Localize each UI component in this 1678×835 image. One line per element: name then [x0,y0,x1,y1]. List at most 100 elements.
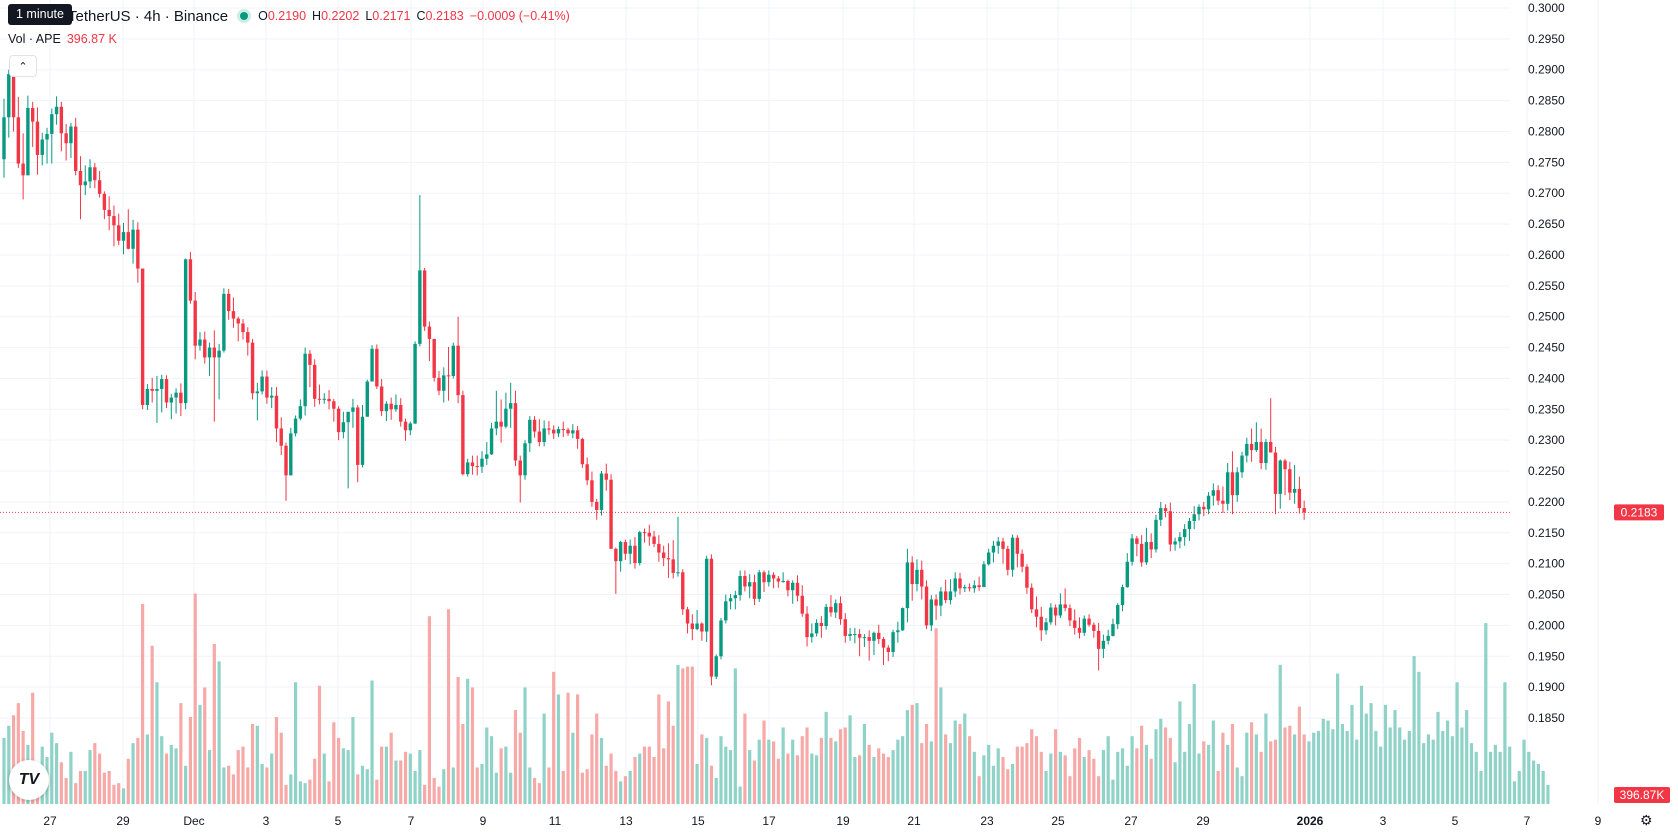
candle-body [150,388,154,391]
volume-bar [64,777,68,804]
volume-bar [461,724,465,804]
volume-bar [88,750,92,804]
candle-body [834,603,838,613]
candle-body [432,338,436,378]
volume-bar [552,671,556,804]
candle-body [284,445,288,476]
volume-bar [1163,727,1168,804]
volume-bar [121,788,126,804]
candle-body [881,638,886,648]
gear-icon[interactable]: ⚙ [1640,812,1653,828]
volume-bar [1374,730,1378,804]
volume-bar [1269,741,1273,804]
candle-body [958,578,962,589]
volume-bar [728,750,733,804]
candle-body [1006,548,1010,570]
volume-bar [1417,671,1421,804]
candle-body [45,133,49,140]
volume-legend-value: 396.87 K [66,32,117,46]
price-axis[interactable]: 0.3000 0.2950 0.2900 0.2850 0.2800 0.2750 0.27… [1528,1,1670,803]
volume-bar [1388,727,1392,804]
price-tick-label: 0.1950 [1528,649,1565,663]
volume-bar [1297,706,1301,804]
candle-body [638,532,642,564]
volume-legend[interactable]: Vol · APE 396.87 K [8,32,117,46]
candle-body [623,542,628,554]
volume-bar [1106,736,1110,804]
volume-bar [685,666,690,804]
candle-body [1278,460,1282,494]
tradingview-logo[interactable]: TV [9,760,49,800]
volume-bar [939,687,943,804]
volume-bar [102,772,106,804]
candle-body [1063,604,1067,609]
collapse-legend-button[interactable]: ⌃ [9,55,37,77]
candle-body [7,74,11,118]
candle-body [183,259,188,404]
volume-bar [1206,744,1211,804]
volume-bar [198,704,202,804]
candle-body [647,532,651,537]
volume-bar [824,711,828,804]
candle-body [155,388,159,391]
volume-bar [843,727,847,804]
symbol-title[interactable]: TetherUS · 4h · Binance [68,7,229,25]
price-tick-label: 0.2200 [1528,495,1565,509]
volume-bar [231,774,236,804]
volume-bar [1192,684,1196,804]
candle-body [203,339,207,358]
candle-body [795,582,800,596]
volume-bar [757,739,761,804]
candle-body [924,586,929,626]
volume-bar [1288,725,1292,804]
volume-bar [509,772,513,804]
candle-body [824,606,828,627]
volume-bar [733,668,737,804]
candle-body [121,232,126,241]
volume-bar [427,616,432,804]
time-tick-label: 29 [1196,814,1210,828]
volume-bar [1178,701,1182,804]
volume-bar [78,770,83,804]
volume-bar [566,692,570,804]
volume-bar [1532,760,1536,804]
volume-bar [131,743,135,804]
candle-body [322,398,326,400]
volume-bar [599,737,604,804]
volume-bar [604,765,608,804]
volume-bar [1087,750,1091,804]
volume-bar [480,764,484,804]
volume-bar [719,736,723,804]
volume-bar [1068,776,1072,804]
volume-bar [681,668,685,804]
candle-body [332,401,336,409]
candle-body [1077,627,1082,633]
candle-body [585,464,589,481]
candle-body [733,595,738,599]
volume-bar [250,724,255,804]
market-status-icon[interactable] [240,12,249,20]
volume-bar [1006,769,1010,804]
candle-body [900,608,905,631]
candle-body [814,622,819,634]
ohlc-high: H0.2202 [312,9,360,23]
candle-body [1206,495,1211,510]
volume-bar [1249,722,1254,804]
candle-body [236,318,240,324]
volume-bar [547,767,551,804]
candle-body [862,637,867,639]
volume-bar [556,694,561,804]
volume-bar [776,758,780,804]
volume-bar [724,746,728,804]
candle-body [1149,542,1153,550]
volume-bar [1264,713,1268,804]
volume-bar [1202,741,1206,804]
time-axis[interactable]: 27 29 Dec 3 5 7 9 11 13 15 17 19 21 23 25 27 29 2026 3 5 7 9 [43,814,1601,828]
volume-bar [394,760,398,804]
price-tick-label: 0.2850 [1528,94,1565,108]
volume-bar [164,753,169,804]
candle-body [169,397,173,403]
volume-bar [499,748,503,804]
volume-bar [853,757,857,804]
